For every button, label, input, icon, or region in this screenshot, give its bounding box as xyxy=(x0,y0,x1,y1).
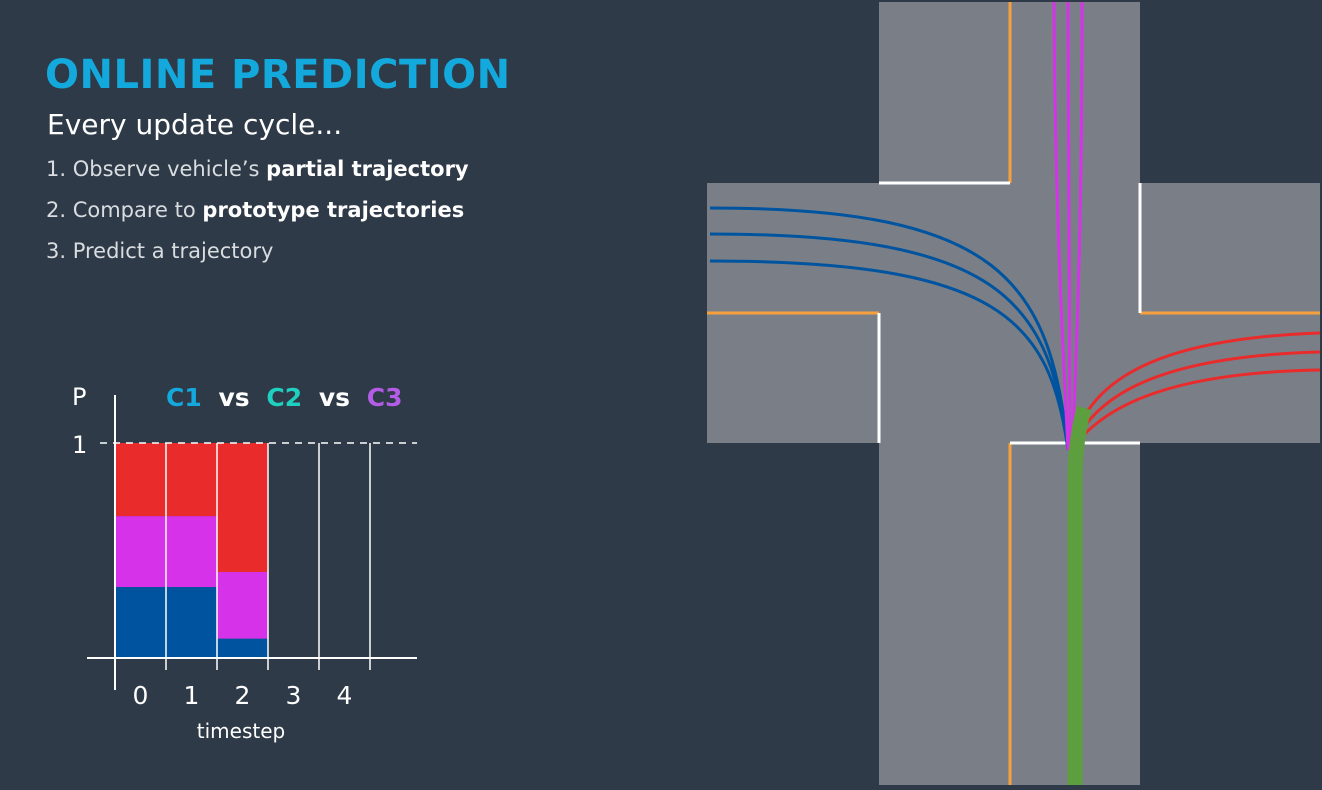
legend-c3: C3 xyxy=(367,383,403,412)
bar-segment-2-2 xyxy=(217,572,268,639)
legend-vs: vs xyxy=(319,383,350,412)
chart-bars xyxy=(115,443,268,658)
legend-c2: C2 xyxy=(266,383,302,412)
step-item: 1. Observe vehicle’s partial trajectory xyxy=(46,154,469,195)
trajectory-straight xyxy=(1070,1,1084,451)
bar-segment-1-1 xyxy=(166,587,217,658)
steps-list: 1. Observe vehicle’s partial trajectory … xyxy=(46,154,469,277)
legend-vs: vs xyxy=(218,383,249,412)
subtitle: Every update cycle... xyxy=(47,108,343,141)
page-title: ONLINE PREDICTION xyxy=(45,52,511,98)
bar-segment-0-3 xyxy=(115,443,166,517)
x-tick-labels: 0 1 2 3 4 xyxy=(133,681,353,710)
trajectory-straight xyxy=(1066,1,1072,451)
chart-grid xyxy=(165,443,371,670)
step-text: 1. Observe vehicle’s xyxy=(46,157,267,181)
step-text: 3. Predict a trajectory xyxy=(46,239,274,263)
trajectory-straight xyxy=(1052,1,1070,451)
bar-segment-2-3 xyxy=(217,443,268,572)
step-item: 2. Compare to prototype trajectories xyxy=(46,195,469,236)
x-tick-label: 4 xyxy=(337,681,353,710)
chart-legend: C1 vs C2 vs C3 xyxy=(166,383,403,412)
bar-segment-1-3 xyxy=(166,443,217,517)
bar-segment-2-1 xyxy=(217,638,268,658)
legend-c1: C1 xyxy=(166,383,202,412)
x-tick-label: 1 xyxy=(184,681,200,710)
observed-trajectory xyxy=(1067,406,1092,785)
trajectory-left-turn xyxy=(709,206,1070,451)
x-axis-label: timestep xyxy=(197,719,285,743)
y-axis-label: P xyxy=(72,383,86,411)
x-tick-label: 0 xyxy=(133,681,149,710)
step-bold: partial trajectory xyxy=(266,157,469,181)
bar-segment-1-2 xyxy=(166,516,217,588)
x-tick-label: 2 xyxy=(235,681,251,710)
y-tick-label: 1 xyxy=(72,431,87,459)
bar-segment-0-2 xyxy=(115,516,166,588)
x-tick-label: 3 xyxy=(286,681,302,710)
bar-segment-0-1 xyxy=(115,587,166,658)
trajectory-left-turn xyxy=(709,232,1070,451)
step-text: 2. Compare to xyxy=(46,198,203,222)
step-bold: prototype trajectories xyxy=(202,198,465,222)
step-item: 3. Predict a trajectory xyxy=(46,236,469,277)
trajectory-left-turn xyxy=(709,259,1070,451)
